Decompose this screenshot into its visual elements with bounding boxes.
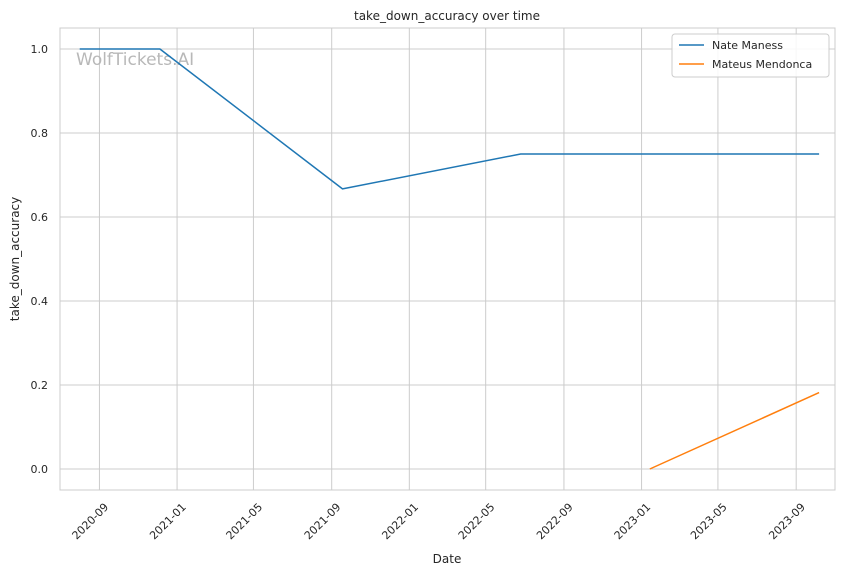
x-tick-label: 2023-05 [688,501,730,543]
y-tick-label: 1.0 [31,43,49,56]
x-tick-label: 2023-09 [766,501,808,543]
x-tick-label: 2022-09 [534,501,576,543]
chart-title: take_down_accuracy over time [354,9,540,23]
x-axis-ticks: 2020-09 2021-01 2021-05 2021-09 2022-01 2022-… [70,501,808,543]
grid [60,28,835,490]
x-tick-label: 2021-09 [302,501,344,543]
series-line-0 [79,48,820,190]
x-tick-label: 2021-01 [147,501,189,543]
legend: Nate Maness Mateus Mendonca [671,33,830,78]
legend-label: Mateus Mendonca [712,58,812,71]
plot-area-frame [59,27,836,491]
watermark-text: WolfTickets.AI [76,50,194,70]
y-tick-label: 0.8 [31,127,49,140]
x-tick-label: 2020-09 [70,501,112,543]
legend-label: Nate Maness [712,39,783,52]
series-lines [79,48,820,470]
y-tick-label: 0.0 [31,463,49,476]
x-tick-label: 2022-05 [456,501,498,543]
y-tick-label: 0.4 [31,295,49,308]
x-axis-title: Date [433,552,462,566]
y-tick-label: 0.6 [31,211,49,224]
x-tick-label: 2021-05 [224,501,266,543]
x-tick-label: 2022-01 [379,501,421,543]
y-tick-label: 0.2 [31,379,49,392]
y-axis-title: take_down_accuracy [8,197,22,321]
legend-box [671,33,830,78]
y-axis-ticks: 0.0 0.2 0.4 0.6 0.8 1.0 [31,43,49,476]
series-line-1 [649,391,820,470]
x-tick-label: 2023-01 [612,501,654,543]
